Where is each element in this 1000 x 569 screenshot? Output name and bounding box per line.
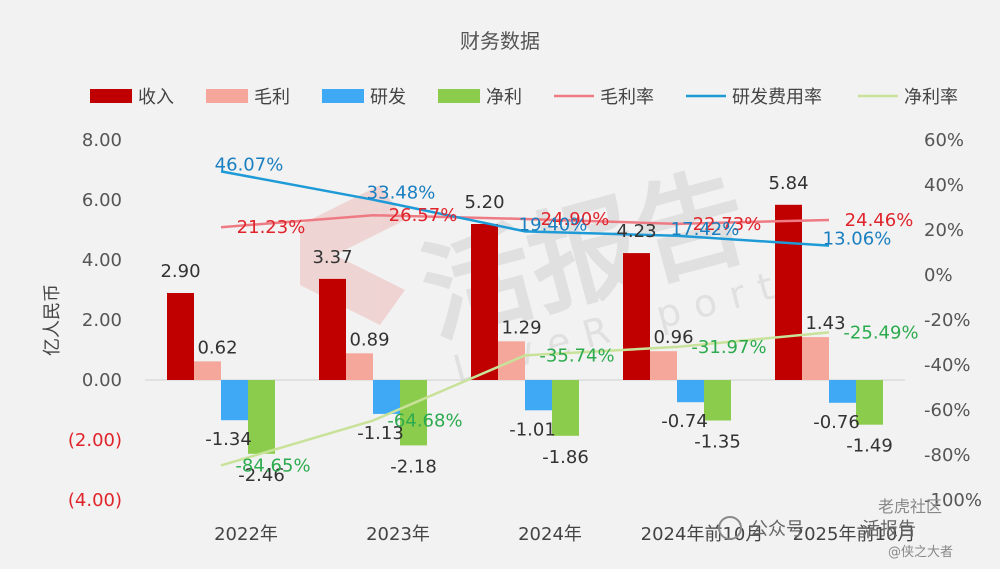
- right-tick-label: 60%: [924, 130, 964, 151]
- bar-gross-profit: [194, 361, 221, 380]
- bar-label-gross-profit: 0.62: [197, 337, 237, 358]
- line-label-gross-margin: 21.23%: [237, 217, 306, 238]
- account-name: 活报告: [862, 519, 916, 540]
- bar-gross-profit: [650, 351, 677, 380]
- bar-rnd: [525, 380, 552, 411]
- line-label-rnd-ratio: 33.48%: [367, 183, 436, 204]
- line-label-rnd-ratio: 46.07%: [215, 154, 284, 175]
- right-tick-label: 20%: [924, 220, 964, 241]
- line-label-rnd-ratio: 19.40%: [519, 214, 588, 235]
- bar-revenue: [319, 278, 346, 380]
- legend-swatch-3: [322, 89, 364, 103]
- legend-label-2: 毛利: [254, 87, 290, 108]
- bar-rnd: [373, 380, 400, 414]
- wechat-icon: [718, 516, 742, 540]
- bar-label-rnd: -1.01: [509, 419, 556, 440]
- legend-label-4: 净利: [486, 87, 522, 108]
- bar-rnd: [221, 380, 248, 421]
- bar-revenue: [167, 293, 194, 380]
- bar-label-net-profit: -2.46: [238, 465, 285, 486]
- bar-label-net-profit: -2.18: [390, 456, 437, 477]
- left-tick-label: 4.00: [82, 250, 122, 271]
- bar-label-revenue: 4.23: [616, 221, 656, 242]
- bar-net-profit: [248, 380, 275, 454]
- right-tick-label: 40%: [924, 175, 964, 196]
- credit-text: 老虎社区: [878, 497, 942, 516]
- wechat-label: 公众号: [750, 519, 804, 540]
- bar-label-gross-profit: 1.43: [805, 313, 845, 334]
- category-label: 2023年: [366, 524, 430, 545]
- line-gross-margin: [220, 213, 830, 229]
- bar-label-net-profit: -1.35: [694, 432, 741, 453]
- legend-line-label-3: 净利率: [904, 87, 958, 108]
- line-label-net-margin: -25.49%: [843, 322, 918, 343]
- handle-text: @侠之大者: [888, 545, 953, 560]
- line-label-gross-margin: 26.57%: [389, 205, 458, 226]
- bar-label-rnd: -1.13: [357, 423, 404, 444]
- bar-revenue: [623, 253, 650, 380]
- line-label-gross-margin: 22.73%: [693, 214, 762, 235]
- bar-rnd: [677, 380, 704, 403]
- right-tick-label: -80%: [924, 445, 971, 466]
- bar-label-revenue: 5.84: [768, 173, 808, 194]
- category-label: 2022年: [214, 524, 278, 545]
- bar-net-profit: [856, 380, 883, 425]
- bar-label-revenue: 2.90: [160, 261, 200, 282]
- legend-line-label-2: 研发费用率: [732, 87, 822, 108]
- left-tick-label: 2.00: [82, 310, 122, 331]
- legend-swatch-1: [90, 89, 132, 103]
- legend-line-label-1: 毛利率: [600, 87, 654, 108]
- right-tick-label: 0%: [924, 265, 953, 286]
- bar-label-revenue: 3.37: [312, 247, 352, 268]
- bar-net-profit: [552, 380, 579, 436]
- line-label-net-margin: -31.97%: [691, 337, 766, 358]
- chart-title: 财务数据: [460, 29, 540, 53]
- legend-swatch-2: [206, 89, 248, 103]
- bar-net-profit: [400, 380, 427, 446]
- line-net-margin: [220, 331, 830, 467]
- bar-label-rnd: -1.34: [205, 429, 252, 450]
- bar-label-gross-profit: 1.29: [501, 317, 541, 338]
- bar-label-rnd: -0.76: [813, 412, 860, 433]
- line-rnd-ratio: [220, 170, 830, 247]
- bar-gross-profit: [802, 337, 829, 380]
- y-axis-label: 亿人民币: [42, 284, 63, 356]
- bar-revenue: [471, 224, 498, 380]
- right-tick-label: -20%: [924, 310, 971, 331]
- right-tick-label: -60%: [924, 400, 971, 421]
- legend-label-1: 收入: [138, 87, 174, 108]
- legend-label-3: 研发: [370, 87, 406, 108]
- right-tick-label: -100%: [924, 490, 982, 511]
- bar-label-net-profit: -1.49: [846, 436, 893, 457]
- line-label-gross-margin: 24.46%: [845, 210, 914, 231]
- left-tick-label: (2.00): [68, 430, 122, 451]
- category-label: 2024年: [518, 524, 582, 545]
- line-label-rnd-ratio: 17.42%: [671, 219, 740, 240]
- line-label-gross-margin: 24.90%: [541, 209, 610, 230]
- left-tick-label: 0.00: [82, 370, 122, 391]
- category-label: 2024年前10月: [641, 524, 764, 545]
- category-label: 2025年前10月: [793, 524, 916, 545]
- bar-gross-profit: [346, 353, 373, 380]
- left-tick-label: (4.00): [68, 490, 122, 511]
- right-tick-label: -40%: [924, 355, 971, 376]
- line-label-net-margin: -35.74%: [539, 345, 614, 366]
- line-label-net-margin: -64.68%: [387, 411, 462, 432]
- bar-label-gross-profit: 0.96: [653, 327, 693, 348]
- bar-net-profit: [704, 380, 731, 421]
- bar-label-gross-profit: 0.89: [349, 329, 389, 350]
- line-label-rnd-ratio: 13.06%: [823, 229, 892, 250]
- line-label-net-margin: -84.65%: [235, 455, 310, 476]
- bar-rnd: [829, 380, 856, 403]
- legend-swatch-4: [438, 89, 480, 103]
- left-tick-label: 6.00: [82, 190, 122, 211]
- bar-label-rnd: -0.74: [661, 411, 708, 432]
- bar-label-net-profit: -1.86: [542, 447, 589, 468]
- bar-revenue: [775, 204, 802, 380]
- left-tick-label: 8.00: [82, 130, 122, 151]
- bar-label-revenue: 5.20: [464, 192, 504, 213]
